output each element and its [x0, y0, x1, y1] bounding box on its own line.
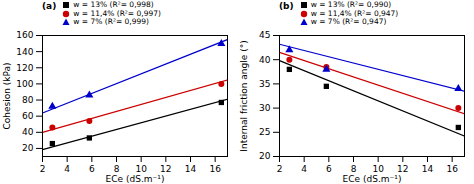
html-text:w = 7% (R²= 0,947): w = 7% (R²= 0,947): [310, 17, 387, 26]
svg-text:12: 12: [397, 164, 408, 174]
svg-text:6: 6: [89, 164, 95, 174]
html-text:w = 13% (R²= 0,990): w = 13% (R²= 0,990): [310, 0, 392, 9]
html-text:w = 13% (R²= 0,998): w = 13% (R²= 0,998): [73, 0, 154, 9]
svg-text:80: 80: [22, 95, 34, 105]
svg-text:35: 35: [259, 79, 270, 89]
svg-text:6: 6: [326, 164, 332, 174]
svg-text:160: 160: [16, 30, 33, 40]
svg-text:8: 8: [351, 164, 357, 174]
svg-text:20: 20: [259, 151, 271, 161]
svg-text:45: 45: [259, 30, 270, 40]
html-text:w = 11,4% (R²= 0,947): w = 11,4% (R²= 0,947): [310, 8, 399, 18]
svg-text:25: 25: [259, 127, 270, 137]
html-text:w = 7% (R²= 0,999): w = 7% (R²= 0,999): [73, 17, 149, 26]
svg-text:14: 14: [422, 164, 434, 174]
svg-text:4: 4: [64, 164, 70, 174]
svg-text:10: 10: [135, 164, 147, 174]
svg-text:16: 16: [446, 164, 458, 174]
svg-text:ECe (dS.m⁻¹): ECe (dS.m⁻¹): [343, 174, 402, 184]
svg-text:14: 14: [185, 164, 197, 174]
svg-text:30: 30: [259, 103, 271, 113]
svg-text:10: 10: [372, 164, 384, 174]
svg-text:Cohesion (kPa): Cohesion (kPa): [2, 62, 12, 129]
svg-text:2: 2: [40, 164, 46, 174]
svg-text:40: 40: [22, 127, 34, 137]
html-text:(a): (a): [42, 1, 57, 11]
svg-text:12: 12: [160, 164, 171, 174]
svg-text:40: 40: [259, 55, 271, 65]
svg-text:4: 4: [301, 164, 307, 174]
svg-text:ECe (dS.m⁻¹): ECe (dS.m⁻¹): [106, 174, 165, 184]
svg-text:120: 120: [16, 63, 33, 73]
svg-text:2: 2: [277, 164, 283, 174]
html-text:w = 11,4% (R²= 0,997): w = 11,4% (R²= 0,997): [73, 8, 161, 18]
svg-text:100: 100: [16, 79, 33, 89]
svg-text:16: 16: [209, 164, 221, 174]
svg-text:140: 140: [16, 47, 33, 57]
svg-text:20: 20: [22, 143, 34, 153]
html-text:(b): (b): [279, 1, 294, 11]
svg-text:Internal friction angle (°): Internal friction angle (°): [239, 40, 249, 151]
svg-text:8: 8: [114, 164, 120, 174]
svg-text:60: 60: [22, 111, 34, 121]
